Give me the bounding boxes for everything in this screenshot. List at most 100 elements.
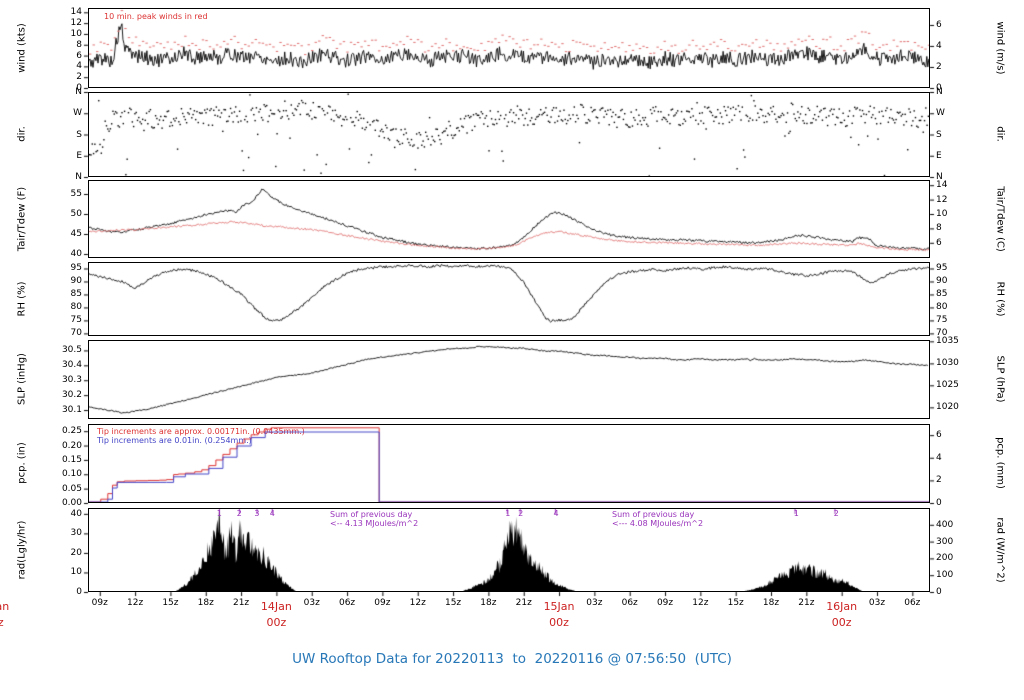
- panel-temperature: [88, 180, 930, 258]
- x-tick-label: 12z: [692, 598, 709, 608]
- date-label-13Jan: 13Jan: [0, 600, 10, 613]
- date-label-14Jan: 14Jan: [260, 600, 292, 613]
- y-tick-label-left: 0.00: [61, 498, 82, 508]
- y-axis-label-dir-right: dir.: [994, 126, 1006, 142]
- y-tick-label-left: 70: [70, 328, 82, 339]
- y-tick-label-left: 30.4: [61, 360, 82, 371]
- y-tick-label-left: 40: [70, 249, 82, 259]
- date-label-14Jan-z: 00z: [266, 616, 287, 629]
- x-tick-label: 15z: [727, 598, 744, 608]
- y-axis-label-pcp-right: pcp. (mm): [994, 437, 1006, 489]
- y-axis-label-wind-right: wind (m/s): [994, 21, 1006, 75]
- x-tick-label: 06z: [904, 598, 921, 608]
- y-tick-label-right: 10: [936, 209, 948, 219]
- panel-canvas-wind: [89, 9, 929, 87]
- x-tick-label: 12z: [409, 598, 426, 608]
- y-tick-label-left: N: [75, 87, 82, 97]
- panel-canvas-direction: [89, 93, 929, 176]
- x-tick-label: 15z: [444, 598, 462, 608]
- rad-peak-mark-4: 4: [553, 509, 559, 518]
- y-tick-label-right: 6: [936, 19, 942, 30]
- y-tick-label-right: 6: [936, 237, 942, 248]
- y-tick-label-right: 6: [936, 430, 942, 441]
- y-tick-label-left: 55: [70, 189, 82, 199]
- y-axis-label-dir-left: dir.: [16, 126, 28, 142]
- y-axis-label-wind-left: wind (kts): [16, 23, 28, 73]
- panel-precipitation: [88, 424, 930, 503]
- y-tick-label-right: 400: [936, 519, 954, 530]
- y-tick-label-left: 0.05: [61, 483, 82, 494]
- y-axis-label-temp-right: Tair/Tdew (C): [994, 186, 1006, 252]
- rad-peak-mark-1: 1: [216, 509, 222, 518]
- x-tick-label: 09z: [656, 598, 674, 608]
- x-tick-label: 06z: [338, 598, 356, 608]
- y-tick-label-right: 0: [936, 587, 942, 597]
- y-tick-label-right: N: [936, 172, 943, 182]
- panel-canvas-radiation: [89, 509, 929, 591]
- x-tick-label: 03z: [586, 598, 603, 608]
- y-tick-label-left: 30: [70, 528, 82, 539]
- y-tick-label-right: 0: [936, 498, 942, 508]
- x-tick-label: 21z: [232, 598, 250, 608]
- y-axis-label-rad-left: rad(Lgly/hr): [16, 520, 28, 580]
- y-axis-label-rad-right: rad (W/m^2): [994, 517, 1006, 583]
- y-tick-label-right: 14: [936, 180, 948, 191]
- y-axis-label-temp-left: Tair/Tdew (F): [16, 186, 28, 252]
- y-tick-label-left: 8: [76, 39, 82, 50]
- y-tick-label-left: 0.20: [61, 440, 82, 451]
- y-tick-label-left: 0.10: [61, 469, 82, 480]
- y-tick-label-left: 0: [76, 83, 82, 93]
- y-tick-label-right: E: [936, 150, 942, 161]
- x-tick-label: 15z: [162, 598, 179, 608]
- y-tick-label-right: 80: [936, 302, 948, 313]
- y-tick-label-left: 30.2: [61, 390, 82, 401]
- y-tick-label-left: S: [76, 129, 82, 140]
- chart-title: UW Rooftop Data for 20220113 to 20220116…: [292, 651, 732, 667]
- rad-peak-mark-3: 3: [254, 509, 260, 518]
- y-tick-label-right: 2: [936, 475, 942, 486]
- y-tick-label-left: 90: [70, 276, 82, 287]
- y-axis-label-rh-left: RH (%): [16, 281, 28, 317]
- y-tick-label-right: 1025: [936, 380, 959, 391]
- y-tick-label-right: 85: [936, 289, 948, 300]
- rad-peak-mark-2: 2: [236, 509, 242, 518]
- y-tick-label-left: 0: [76, 587, 82, 597]
- x-tick-label: 09z: [91, 598, 108, 608]
- y-tick-label-left: 0.25: [61, 426, 82, 437]
- y-tick-label-right: 100: [936, 570, 954, 581]
- y-tick-label-left: 45: [70, 229, 82, 239]
- x-tick-label: 18z: [762, 598, 780, 608]
- y-tick-label-left: E: [76, 150, 82, 161]
- rad-peak-mark-1: 1: [793, 509, 799, 518]
- y-tick-label-right: 12: [936, 194, 948, 205]
- panel-canvas-sea-level-pressure: [89, 341, 929, 418]
- x-tick-label: 18z: [480, 598, 497, 608]
- y-tick-label-left: 30.3: [61, 375, 82, 386]
- y-tick-label-right: W: [936, 108, 945, 119]
- y-tick-label-right: 70: [936, 328, 948, 339]
- y-tick-label-left: 95: [70, 263, 82, 274]
- x-tick-label: 03z: [303, 598, 320, 608]
- y-tick-label-left: N: [75, 172, 82, 182]
- date-label-13Jan-z: 00z: [0, 616, 4, 629]
- y-tick-label-right: 1035: [936, 336, 959, 347]
- y-tick-label-right: 95: [936, 263, 948, 274]
- rad-peak-mark-2: 2: [833, 509, 839, 518]
- y-tick-label-right: 1030: [936, 358, 959, 369]
- y-tick-label-right: 75: [936, 315, 948, 326]
- panel-sea-level-pressure: [88, 340, 930, 419]
- panel-canvas-precipitation: [89, 425, 929, 502]
- y-tick-label-left: 12: [70, 18, 82, 29]
- y-axis-label-rh-right: RH (%): [994, 281, 1006, 317]
- y-tick-label-left: 75: [70, 315, 82, 326]
- panel-direction: [88, 92, 930, 177]
- y-tick-label-left: 80: [70, 302, 82, 313]
- y-tick-label-left: 6: [76, 50, 82, 61]
- y-tick-label-right: 4: [936, 40, 942, 51]
- y-tick-label-left: 2: [76, 72, 82, 83]
- y-tick-label-left: 14: [70, 7, 82, 18]
- y-tick-label-right: 8: [936, 223, 942, 234]
- x-tick-label: 09z: [374, 598, 391, 608]
- panel-canvas-temperature: [89, 181, 929, 257]
